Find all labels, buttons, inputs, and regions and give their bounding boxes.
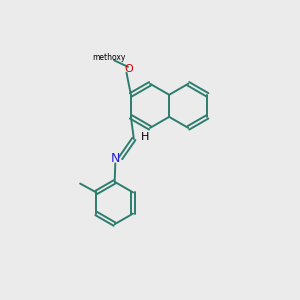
Text: N: N — [111, 152, 120, 165]
Text: methoxy: methoxy — [92, 53, 125, 62]
Text: O: O — [124, 64, 133, 74]
Text: H: H — [141, 132, 149, 142]
